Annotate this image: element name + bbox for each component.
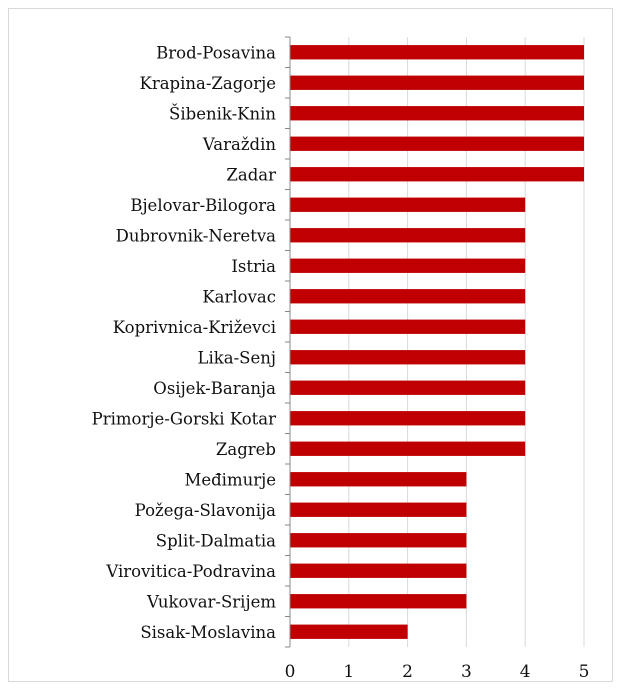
category-label: Zadar: [226, 165, 276, 184]
bar: [290, 472, 467, 487]
category-label: Vukovar-Srijem: [146, 592, 276, 611]
bar: [290, 380, 526, 395]
bar: [290, 258, 526, 273]
bar: [290, 563, 467, 578]
x-tick-label: 0: [285, 662, 296, 682]
category-label: Međimurje: [184, 470, 276, 489]
bar: [290, 106, 584, 121]
x-tick-labels: 0 1 2 3 4 5: [285, 662, 590, 682]
bar: [290, 136, 584, 151]
x-tick-label: 3: [461, 662, 472, 682]
category-label: Karlovac: [202, 287, 276, 306]
bar: [290, 228, 526, 243]
category-label: Lika-Senj: [198, 348, 276, 367]
category-label: Koprivnica-Križevci: [113, 318, 276, 337]
category-labels: Brod-Posavina Krapina-Zagorje Šibenik-Knin…: [92, 43, 277, 642]
gridlines: [348, 37, 585, 647]
bar: [290, 594, 467, 609]
x-tick-label: 5: [579, 662, 590, 682]
bar: [290, 350, 526, 365]
category-label: Sisak-Moslavina: [140, 623, 276, 642]
bar: [290, 167, 584, 182]
x-tick-label: 2: [402, 662, 413, 682]
bar: [290, 75, 584, 90]
category-label: Osijek-Baranja: [153, 379, 276, 398]
bars: [290, 45, 584, 639]
category-label: Zagreb: [216, 440, 276, 459]
category-label: Brod-Posavina: [156, 43, 276, 62]
axes: [285, 36, 291, 648]
bar: [290, 45, 584, 60]
category-label: Šibenik-Knin: [169, 103, 276, 123]
bar: [290, 289, 526, 304]
category-label: Virovitica-Podravina: [105, 562, 276, 581]
category-label: Dubrovnik-Neretva: [116, 226, 277, 245]
bar: [290, 411, 526, 426]
bar: [290, 441, 526, 456]
category-label: Krapina-Zagorje: [140, 74, 277, 93]
bar: [290, 197, 526, 212]
bar: [290, 319, 526, 334]
category-label: Bjelovar-Bilogora: [130, 196, 276, 215]
x-tick-label: 1: [343, 662, 354, 682]
category-label: Istria: [231, 257, 276, 276]
category-label: Požega-Slavonija: [135, 501, 276, 520]
category-label: Varaždin: [202, 135, 276, 154]
x-tick-label: 4: [520, 662, 531, 682]
bar: [290, 533, 467, 548]
bar: [290, 502, 467, 517]
category-label: Split-Dalmatia: [156, 531, 276, 550]
category-label: Primorje-Gorski Kotar: [92, 409, 276, 428]
bar: [290, 624, 408, 639]
